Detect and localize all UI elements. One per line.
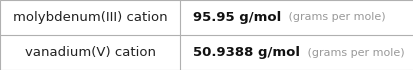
Text: (grams per mole): (grams per mole) [303,48,404,57]
Text: vanadium(V) cation: vanadium(V) cation [24,46,155,59]
Text: 95.95 g/mol: 95.95 g/mol [192,11,280,24]
Text: 50.9388 g/mol: 50.9388 g/mol [192,46,299,59]
Text: molybdenum(III) cation: molybdenum(III) cation [13,11,167,24]
Text: (grams per mole): (grams per mole) [284,13,385,22]
